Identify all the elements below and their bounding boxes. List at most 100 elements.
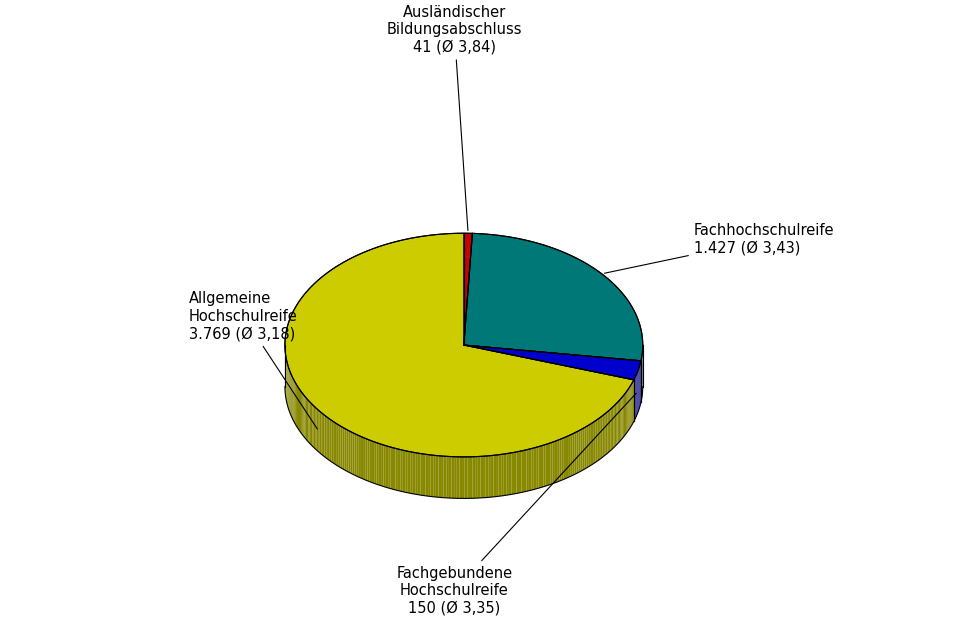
Polygon shape	[588, 424, 590, 467]
Polygon shape	[539, 446, 541, 488]
Polygon shape	[377, 443, 379, 485]
Polygon shape	[317, 409, 318, 452]
Polygon shape	[469, 457, 472, 498]
Polygon shape	[382, 444, 384, 486]
Polygon shape	[603, 415, 604, 458]
Polygon shape	[365, 438, 367, 481]
Polygon shape	[333, 422, 335, 464]
Polygon shape	[406, 450, 408, 493]
Polygon shape	[302, 393, 303, 436]
Polygon shape	[363, 438, 365, 480]
Polygon shape	[339, 425, 341, 468]
Polygon shape	[601, 416, 603, 459]
Polygon shape	[517, 451, 519, 493]
Polygon shape	[611, 406, 613, 449]
Polygon shape	[418, 453, 420, 495]
Polygon shape	[557, 440, 559, 482]
Polygon shape	[581, 429, 582, 472]
Polygon shape	[312, 404, 314, 447]
Polygon shape	[575, 432, 577, 475]
Polygon shape	[509, 453, 511, 495]
Polygon shape	[315, 407, 317, 450]
Polygon shape	[310, 402, 311, 445]
Polygon shape	[564, 437, 566, 479]
Polygon shape	[551, 442, 553, 484]
Polygon shape	[300, 390, 301, 433]
Polygon shape	[351, 431, 353, 474]
Polygon shape	[511, 452, 514, 495]
Polygon shape	[519, 451, 522, 493]
Polygon shape	[331, 420, 333, 463]
Polygon shape	[627, 389, 628, 432]
Polygon shape	[443, 456, 446, 498]
Polygon shape	[584, 427, 586, 469]
Polygon shape	[494, 455, 497, 497]
Polygon shape	[529, 449, 531, 491]
Polygon shape	[506, 453, 509, 495]
Polygon shape	[596, 419, 597, 462]
Polygon shape	[606, 412, 608, 455]
Polygon shape	[462, 457, 465, 498]
Polygon shape	[460, 457, 462, 498]
Polygon shape	[285, 233, 634, 457]
Text: Ausländischer
Bildungsabschluss
41 (Ø 3,84): Ausländischer Bildungsabschluss 41 (Ø 3,…	[386, 4, 522, 231]
Polygon shape	[301, 392, 302, 435]
Polygon shape	[568, 435, 570, 477]
Polygon shape	[347, 429, 349, 472]
Polygon shape	[393, 448, 395, 490]
Polygon shape	[599, 417, 601, 460]
Polygon shape	[337, 424, 339, 466]
Polygon shape	[472, 457, 475, 498]
Polygon shape	[514, 452, 517, 494]
Polygon shape	[372, 441, 374, 483]
Polygon shape	[546, 443, 548, 486]
Polygon shape	[592, 422, 594, 465]
Polygon shape	[629, 386, 630, 429]
Polygon shape	[303, 394, 304, 438]
Polygon shape	[343, 427, 345, 470]
Polygon shape	[355, 434, 356, 476]
Polygon shape	[616, 403, 617, 445]
Polygon shape	[524, 450, 526, 492]
Polygon shape	[468, 457, 469, 498]
Polygon shape	[320, 412, 322, 454]
Polygon shape	[379, 443, 382, 486]
Polygon shape	[304, 396, 306, 439]
Polygon shape	[478, 456, 480, 498]
Polygon shape	[608, 410, 609, 453]
Polygon shape	[531, 448, 534, 490]
Polygon shape	[590, 423, 592, 466]
Polygon shape	[323, 414, 325, 457]
Polygon shape	[441, 456, 443, 498]
Polygon shape	[543, 445, 546, 487]
Polygon shape	[548, 443, 551, 485]
Polygon shape	[554, 440, 557, 483]
Polygon shape	[341, 426, 343, 469]
Polygon shape	[464, 345, 641, 380]
Polygon shape	[559, 439, 561, 481]
Polygon shape	[400, 450, 403, 492]
Polygon shape	[504, 454, 506, 496]
Polygon shape	[628, 388, 629, 431]
Polygon shape	[488, 456, 491, 497]
Polygon shape	[385, 445, 388, 488]
Polygon shape	[553, 442, 554, 484]
Polygon shape	[412, 452, 415, 494]
Polygon shape	[572, 433, 575, 475]
Polygon shape	[534, 447, 536, 489]
Polygon shape	[370, 440, 372, 482]
Polygon shape	[497, 455, 498, 497]
Polygon shape	[570, 434, 572, 477]
Polygon shape	[434, 455, 436, 497]
Polygon shape	[626, 390, 627, 434]
Polygon shape	[486, 456, 488, 498]
Polygon shape	[388, 447, 390, 489]
Polygon shape	[390, 447, 393, 489]
Polygon shape	[566, 436, 568, 479]
Polygon shape	[454, 457, 457, 498]
Polygon shape	[353, 433, 355, 475]
Polygon shape	[604, 413, 606, 456]
Polygon shape	[403, 450, 406, 492]
Polygon shape	[619, 399, 620, 442]
Polygon shape	[501, 454, 504, 496]
